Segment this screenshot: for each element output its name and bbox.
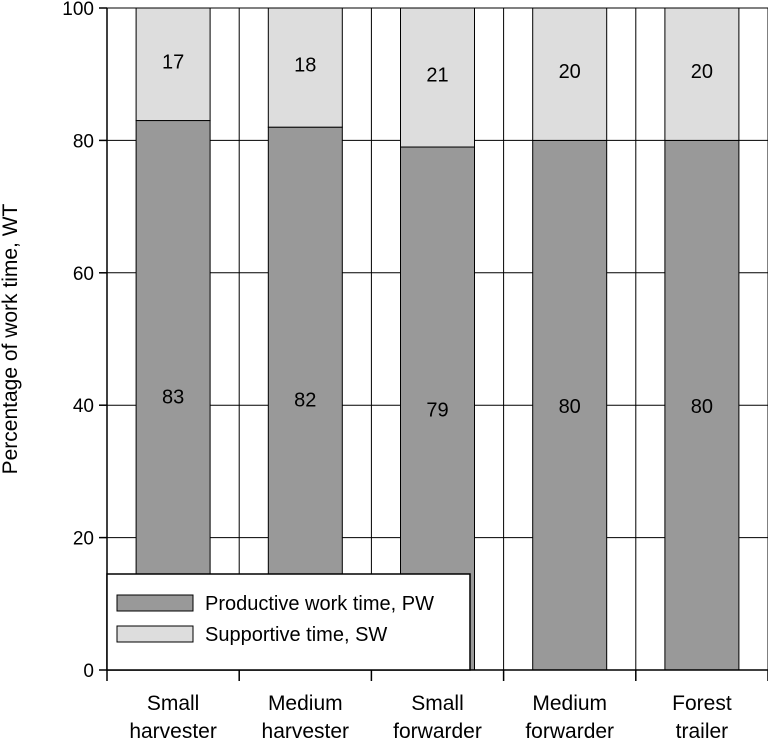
y-tick-label: 20 [73, 529, 94, 550]
y-tick-label: 100 [62, 0, 94, 20]
legend-label: Productive work time, PW [205, 593, 434, 615]
legend-box [106, 573, 471, 671]
y-tick-label: 40 [73, 396, 94, 417]
bar-segment [135, 7, 211, 122]
x-category-label: Medium [268, 692, 343, 715]
data-label: 18 [294, 55, 316, 77]
y-tick-label: 0 [83, 661, 94, 682]
data-label: 83 [162, 386, 184, 408]
y-tick-label: 60 [73, 264, 94, 285]
legend-label: Supportive time, SW [205, 624, 387, 646]
x-category-label: harvester [129, 720, 217, 743]
data-labels: 83 17 82 18 79 21 80 20 80 20 [162, 51, 713, 421]
bar-segment [532, 7, 608, 141]
x-category-label: trailer [676, 720, 729, 743]
data-label: 20 [691, 61, 713, 83]
x-category-label: harvester [262, 720, 350, 743]
bar-segment [664, 139, 740, 671]
x-category-label: Forest [672, 692, 732, 715]
x-category-label: Medium [532, 692, 607, 715]
legend: Productive work time, PW Supportive time,… [106, 573, 471, 671]
legend-swatch [116, 625, 194, 643]
x-category-label: forwarder [393, 720, 482, 743]
bars [135, 7, 740, 671]
bar-segment [664, 7, 740, 141]
bar-segment [400, 7, 475, 148]
data-label: 82 [294, 390, 316, 412]
data-label: 79 [426, 400, 448, 422]
legend-swatch [116, 594, 194, 612]
bar-segment [267, 7, 343, 128]
x-category-label: Small [147, 692, 200, 715]
data-label: 17 [162, 51, 184, 73]
y-tick-label: 80 [73, 131, 94, 152]
data-label: 20 [559, 61, 581, 83]
x-category-label: forwarder [525, 720, 614, 743]
data-label: 21 [426, 65, 448, 87]
x-category-label: Small [411, 692, 464, 715]
y-axis-title: Percentage of work time, WT [0, 203, 22, 474]
data-label: 80 [691, 396, 713, 418]
data-label: 80 [559, 396, 581, 418]
